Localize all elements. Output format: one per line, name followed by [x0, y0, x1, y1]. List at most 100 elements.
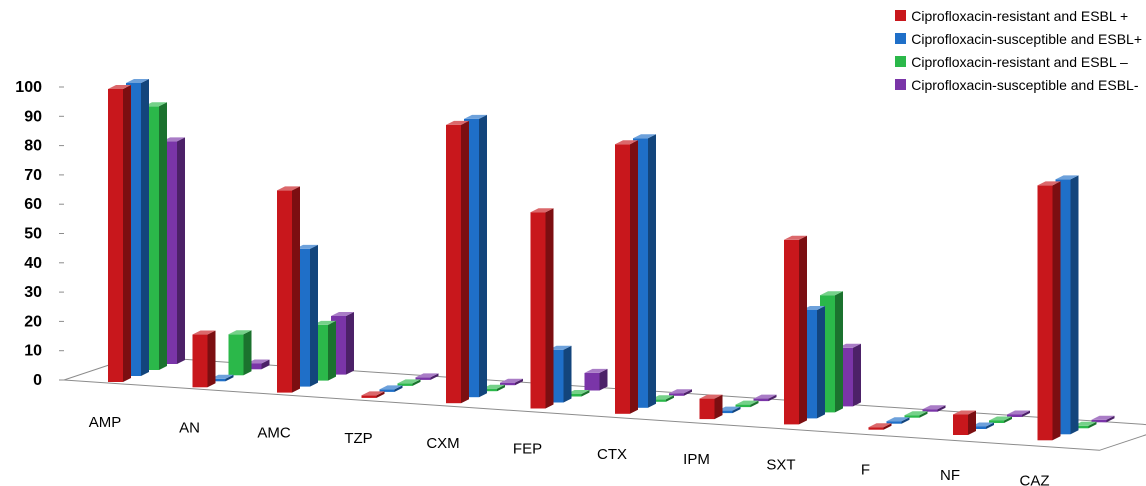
bar-side-face	[207, 330, 216, 388]
bar-side-face	[479, 114, 487, 398]
bar	[699, 394, 723, 420]
bar-side-face	[799, 235, 807, 425]
bar-top-face	[331, 312, 354, 316]
category-label: IPM	[683, 451, 710, 468]
category-label: TZP	[344, 430, 372, 447]
bar	[953, 410, 976, 435]
bar-side-face	[159, 102, 167, 371]
bar	[1091, 415, 1115, 423]
bar	[415, 373, 439, 380]
legend-label: Ciprofloxacin-resistant and ESBL –	[911, 53, 1128, 70]
bar-side-face	[901, 417, 910, 424]
bar-side-face	[394, 385, 403, 392]
bar-side-face	[581, 390, 590, 397]
bar	[246, 359, 270, 370]
bar-front-face	[108, 89, 123, 382]
bar	[530, 208, 554, 409]
bar-side-face	[177, 137, 185, 364]
bar	[922, 405, 946, 412]
legend-item: Ciprofloxacin-resistant and ESBL –	[895, 50, 1142, 73]
bar-top-face	[633, 134, 656, 139]
bar-front-face	[192, 334, 208, 388]
bar-top-face	[192, 330, 216, 335]
bar-top-face	[162, 137, 185, 142]
bar-side-face	[750, 400, 759, 408]
bar-side-face	[461, 120, 469, 404]
bar-top-face	[615, 140, 638, 145]
bar-top-face	[210, 374, 234, 379]
bar	[717, 406, 741, 414]
bar-side-face	[497, 384, 505, 392]
bar-front-face	[446, 124, 461, 404]
legend-item: Ciprofloxacin-resistant and ESBL +	[895, 4, 1142, 27]
bar	[753, 394, 777, 402]
bar	[210, 374, 234, 382]
bar-side-face	[123, 85, 131, 382]
bar	[1073, 421, 1097, 429]
bar	[989, 416, 1012, 423]
bar-front-face	[651, 399, 666, 402]
y-tick-label: 50	[24, 226, 42, 243]
bar-top-face	[651, 395, 674, 400]
bar-front-face	[482, 388, 497, 392]
bar	[379, 385, 403, 392]
bar-side-face	[883, 423, 892, 430]
bar-front-face	[530, 212, 546, 409]
bar-front-face	[699, 398, 715, 420]
bar-top-face	[313, 320, 336, 325]
bar-side-face	[666, 395, 674, 402]
bar	[784, 235, 807, 425]
bar-side-face	[919, 411, 928, 418]
bar-front-face	[735, 404, 751, 408]
bar-side-face	[714, 394, 723, 420]
bar-front-face	[971, 426, 986, 429]
bar-front-face	[989, 420, 1004, 423]
bar-top-face	[246, 359, 270, 364]
bar	[397, 379, 421, 386]
bar	[482, 384, 505, 392]
bar-front-face	[277, 190, 292, 393]
bar-front-face	[415, 377, 431, 380]
bar-top-face	[108, 85, 131, 89]
bar-side-face	[225, 374, 234, 382]
bar-side-face	[1004, 416, 1012, 423]
bar-side-face	[346, 312, 354, 375]
bar	[669, 389, 692, 396]
bar-top-face	[530, 208, 554, 213]
category-label: AMP	[89, 414, 122, 431]
bar-side-face	[545, 208, 554, 409]
bar	[615, 140, 638, 414]
category-label: CAZ	[1020, 472, 1050, 486]
y-tick-label: 100	[15, 79, 42, 96]
bar-front-face	[566, 394, 582, 397]
bar-front-face	[922, 409, 938, 412]
bar-front-face	[379, 389, 395, 392]
legend-swatch	[895, 10, 907, 21]
bar-side-face	[648, 134, 656, 408]
bar-side-face	[768, 394, 777, 402]
bar	[192, 330, 216, 388]
legend-label: Ciprofloxacin-susceptible and ESBL-	[911, 76, 1139, 93]
bar-front-face	[1091, 419, 1107, 423]
bar-front-face	[500, 382, 515, 386]
bar	[500, 378, 523, 386]
bar-side-face	[292, 186, 300, 393]
bar-top-face	[446, 120, 469, 125]
bar-front-face	[1037, 185, 1053, 441]
bar	[446, 120, 469, 404]
bar-top-face	[228, 330, 252, 335]
bar-front-face	[904, 415, 920, 418]
bar-top-face	[953, 410, 976, 415]
bar-side-face	[853, 343, 861, 407]
bar	[361, 391, 385, 398]
y-tick-label: 90	[24, 108, 42, 125]
bar-top-face	[144, 102, 167, 107]
y-axis: 0 10 20 30 40 50 60 70 80 90 100	[15, 79, 64, 389]
y-tick-label: 40	[24, 255, 42, 272]
bar-top-face	[379, 385, 403, 390]
bar-side-face	[1088, 421, 1097, 429]
bar-front-face	[669, 393, 684, 396]
category-label: CTX	[597, 446, 627, 463]
bar-front-face	[784, 239, 799, 425]
bar-side-face	[986, 422, 994, 429]
